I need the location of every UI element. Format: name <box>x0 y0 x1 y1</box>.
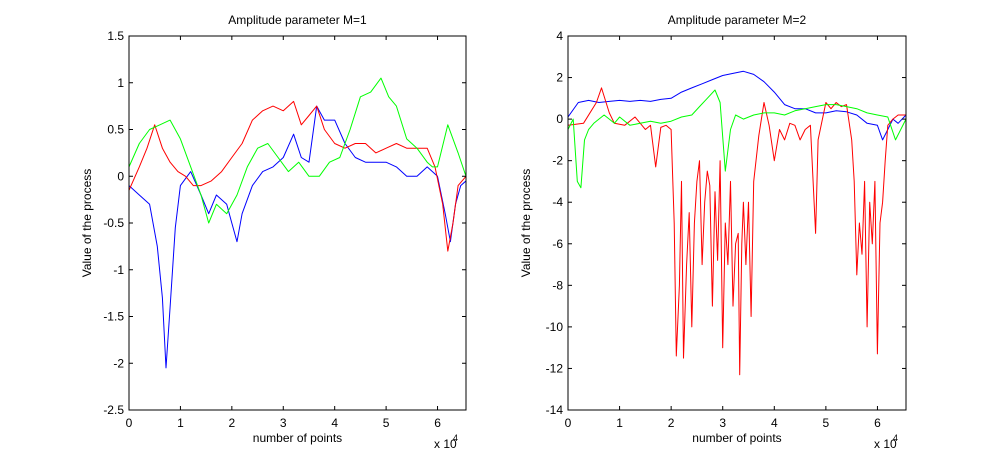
x-tick-label: 0 <box>565 416 572 430</box>
y-tick-label: 4 <box>556 29 563 43</box>
x-tick-label: 3 <box>719 416 726 430</box>
x-tick-label: 3 <box>280 416 287 430</box>
y-tick-label: -2 <box>113 356 124 370</box>
x-multiplier: x 10 <box>874 437 897 451</box>
x-tick-label: 4 <box>771 416 778 430</box>
x-axis-label: number of points <box>692 431 781 445</box>
y-tick-label: 0 <box>556 112 563 126</box>
y-tick-label: -8 <box>552 278 563 292</box>
x-tick-label: 1 <box>177 416 184 430</box>
x-multiplier-exponent: 4 <box>453 433 458 443</box>
chart-title: Amplitude parameter M=1 <box>228 13 367 27</box>
y-tick-label: -12 <box>546 361 564 375</box>
axes-frame <box>567 35 907 411</box>
chart-2: 0 1 2 3 4 5 6 4 2 0 -2 -4 -6 -8 -10 -12 -14 Amplitude par… <box>519 13 907 451</box>
series-line-3 <box>568 89 906 189</box>
y-tick-label: -1 <box>113 263 124 277</box>
chart-title: Amplitude parameter M=2 <box>668 13 807 27</box>
y-tick-label: -2 <box>552 154 563 168</box>
x-multiplier-exponent: 4 <box>893 433 898 443</box>
y-tick-label: -10 <box>546 320 564 334</box>
x-tick-label: 6 <box>434 416 441 430</box>
x-tick-label: 1 <box>616 416 623 430</box>
x-tick-label: 6 <box>874 416 881 430</box>
y-tick-label: -2.5 <box>103 403 124 417</box>
y-tick-label: -14 <box>546 403 564 417</box>
plot-area <box>568 36 906 410</box>
y-tick-label: -4 <box>552 195 563 209</box>
series-group <box>129 77 466 369</box>
y-tick-label: 0 <box>117 169 124 183</box>
x-axis-label: number of points <box>253 431 342 445</box>
plot-area <box>129 36 466 410</box>
series-line-2 <box>129 100 466 252</box>
series-line-2 <box>568 87 906 376</box>
y-axis-label: Value of the process <box>80 169 94 278</box>
y-tick-label: 0.5 <box>107 123 124 137</box>
y-tick-label: 1.5 <box>107 29 124 43</box>
chart-1: 0 1 2 3 4 5 6 1.5 1 0.5 0 -0.5 -1 -1.5 -2 -2.5 Amplitude… <box>80 13 467 451</box>
y-tick-label: -6 <box>552 237 563 251</box>
series-line-3 <box>129 77 466 224</box>
y-tick-label: 2 <box>556 71 563 85</box>
y-axis-label: Value of the process <box>519 169 533 278</box>
y-tick-label: 1 <box>117 76 124 90</box>
x-tick-label: 5 <box>383 416 390 430</box>
x-multiplier: x 10 <box>434 437 457 451</box>
series-line-1 <box>129 105 466 369</box>
x-tick-label: 2 <box>229 416 236 430</box>
series-line-1 <box>568 70 906 141</box>
x-tick-label: 5 <box>823 416 830 430</box>
y-tick-label: -1.5 <box>103 310 124 324</box>
x-tick-label: 4 <box>331 416 338 430</box>
x-tick-label: 0 <box>126 416 133 430</box>
y-tick-label: -0.5 <box>103 216 124 230</box>
x-tick-label: 2 <box>668 416 675 430</box>
series-group <box>568 70 906 376</box>
